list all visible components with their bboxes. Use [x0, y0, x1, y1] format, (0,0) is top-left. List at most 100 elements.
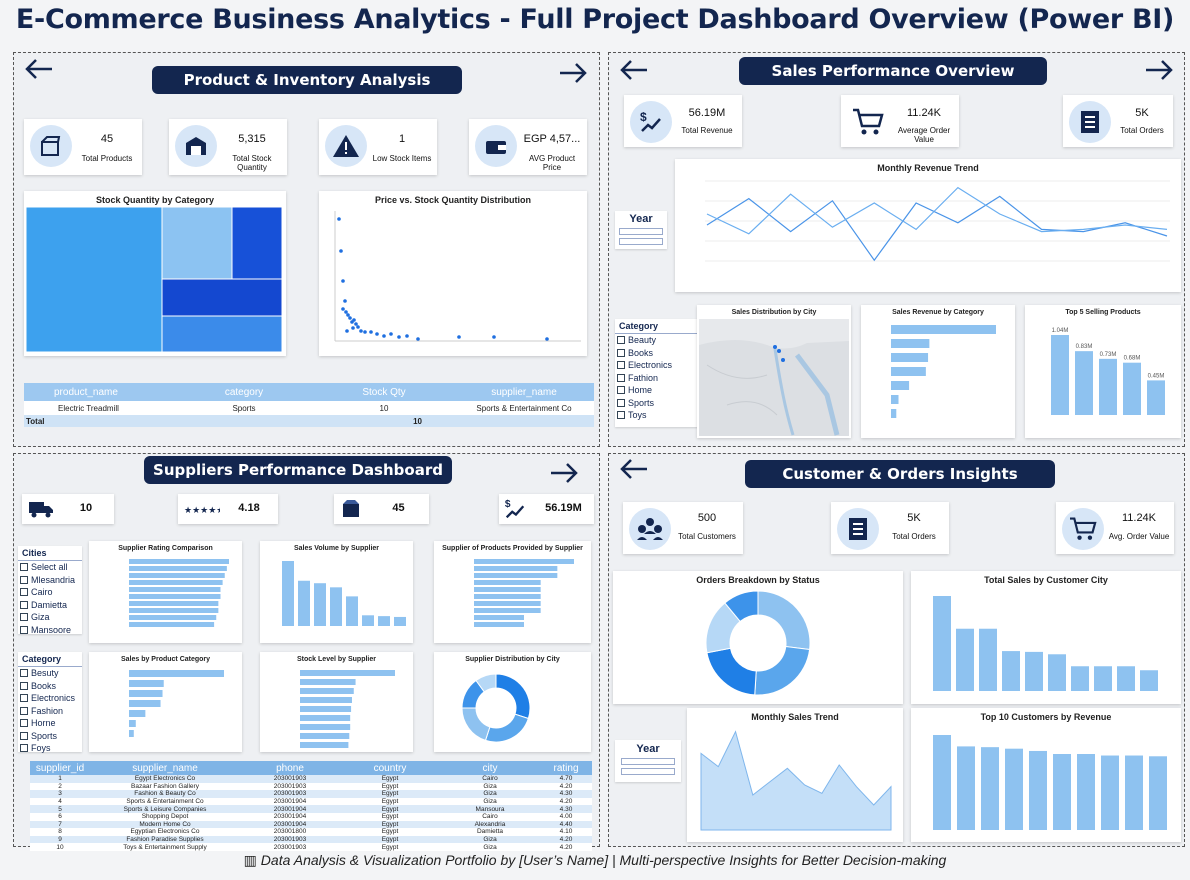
- city-option[interactable]: Mansoore: [18, 624, 82, 637]
- city-option[interactable]: Cairo: [18, 586, 82, 599]
- sales-by-category-chart[interactable]: Sales by Product Category: [89, 652, 242, 752]
- table-header[interactable]: country: [373, 762, 407, 774]
- checkbox[interactable]: [20, 625, 28, 634]
- arrow-right-icon[interactable]: [549, 461, 579, 485]
- monthly-sales-chart[interactable]: Monthly Sales Trend: [687, 708, 903, 842]
- products-by-supplier-chart[interactable]: Supplier of Products Provided by Supplie…: [434, 541, 591, 643]
- category-option[interactable]: Fathion: [615, 372, 700, 385]
- category-option[interactable]: Foys: [18, 742, 82, 755]
- arrow-left-icon[interactable]: [619, 58, 649, 82]
- city-option[interactable]: Damietta: [18, 599, 82, 612]
- table-row[interactable]: 9 Fashion Paradise Supplies 203001903 Egypt…: [30, 835, 592, 844]
- chart-title: Stock Quantity by Category: [95, 195, 215, 205]
- checkbox[interactable]: [617, 398, 625, 407]
- supplier-city-donut[interactable]: Supplier Distribution by City: [434, 652, 591, 752]
- table-row[interactable]: 10 Toys & Entertainment Supply 203001903 Eg…: [30, 843, 592, 851]
- checkbox[interactable]: [20, 600, 28, 609]
- category-option[interactable]: Sports: [615, 397, 700, 410]
- table-header[interactable]: supplier_id: [35, 762, 85, 774]
- kpi-label: Avg. Order Value: [1108, 532, 1170, 541]
- table-header[interactable]: Stock Qty: [362, 386, 406, 398]
- arrow-left-icon[interactable]: [619, 457, 649, 481]
- orders-icon: [1069, 101, 1111, 143]
- checkbox[interactable]: [617, 373, 625, 382]
- category-option[interactable]: Beauty: [615, 334, 700, 347]
- category-option[interactable]: Sports: [18, 730, 82, 743]
- treemap-chart[interactable]: Stock Quantity by Category: [24, 191, 286, 356]
- table-row[interactable]: 8 Egyptian Electronics Co 203001800 Egypt Da…: [30, 828, 592, 836]
- category-option[interactable]: Fashion: [18, 705, 82, 718]
- checkbox[interactable]: [20, 719, 28, 728]
- table-header[interactable]: city: [482, 762, 498, 774]
- customer-year-slicer[interactable]: Year: [615, 740, 681, 782]
- cities-slicer[interactable]: Cities Select all Mlesandria Cairo Damietta…: [18, 546, 82, 637]
- bar: [129, 720, 136, 727]
- scatter-point: [492, 335, 496, 339]
- sales-revenue-category-chart[interactable]: Sales Revenue by Category: [861, 305, 1015, 438]
- kpi-value: 4.18: [238, 502, 260, 514]
- arrow-right-icon[interactable]: [558, 61, 588, 85]
- top10-customers-chart[interactable]: Top 10 Customers by Revenue: [911, 708, 1181, 842]
- category-option[interactable]: Home: [615, 384, 700, 397]
- scatter-point: [405, 334, 409, 338]
- checkbox[interactable]: [20, 669, 28, 678]
- revenue-icon: $: [505, 499, 525, 519]
- table-row[interactable]: 7 Modern Home Co 203001904 Egypt Alexandria 4…: [30, 820, 592, 829]
- top5-products-chart[interactable]: Top 5 Selling Products 1.04M 0.83M 0.73M 0.…: [1025, 305, 1181, 438]
- category-option[interactable]: Toys: [615, 409, 700, 422]
- year-slicer[interactable]: Year: [615, 211, 667, 249]
- city-option[interactable]: Select all: [18, 561, 82, 574]
- category-option[interactable]: Besuty: [18, 667, 82, 680]
- city-option[interactable]: Giza: [18, 611, 82, 624]
- table-row[interactable]: 5 Sports & Leisure Companies 203001904 Egyp…: [30, 805, 592, 813]
- sales-map[interactable]: Sales Distribution by City: [697, 305, 851, 438]
- monthly-revenue-chart[interactable]: Monthly Revenue Trend: [675, 159, 1181, 292]
- table-header[interactable]: supplier_name: [132, 762, 198, 774]
- table-row[interactable]: 2 Bazaar Fashion Gallery 203001903 Egypt Giz…: [30, 782, 592, 791]
- table-cell: 4.10: [559, 828, 573, 836]
- supplier-category-slicer[interactable]: Category Besuty Books Electronics Fashion Ho…: [18, 652, 82, 755]
- checkbox[interactable]: [617, 411, 625, 420]
- checkbox[interactable]: [617, 348, 625, 357]
- category-slicer[interactable]: Category Beauty Books Electronics Fathion Ho…: [615, 319, 700, 427]
- table-row[interactable]: 3 Fashion & Beauty Co 203001903 Egypt Giza 4.…: [30, 790, 592, 798]
- checkbox[interactable]: [20, 563, 28, 572]
- table-cell: 4.30: [559, 805, 573, 813]
- cities-slicer-label: Cities: [18, 546, 82, 561]
- category-option[interactable]: Horne: [18, 717, 82, 730]
- scatter-chart[interactable]: Price vs. Stock Quantity Distribution: [319, 191, 587, 356]
- arrow-left-icon[interactable]: [24, 57, 54, 81]
- table-row[interactable]: 6 Shopping Depot 203001904 Egypt Cairo 4.00: [30, 812, 592, 821]
- checkbox[interactable]: [20, 731, 28, 740]
- checkbox[interactable]: [617, 336, 625, 345]
- category-option[interactable]: Electronics: [615, 359, 700, 372]
- supplier-rating-chart[interactable]: Supplier Rating Comparison: [89, 541, 242, 643]
- checkbox[interactable]: [20, 694, 28, 703]
- table-header[interactable]: phone: [276, 762, 304, 774]
- city-option[interactable]: Mlesandria: [18, 574, 82, 587]
- sales-volume-chart[interactable]: Sales Volume by Supplier: [260, 541, 413, 643]
- table-header[interactable]: rating: [553, 762, 579, 774]
- stock-level-chart[interactable]: Stock Level by Supplier: [260, 652, 413, 752]
- checkbox[interactable]: [20, 681, 28, 690]
- checkbox[interactable]: [20, 613, 28, 622]
- table-header[interactable]: product_name: [54, 386, 118, 398]
- category-option[interactable]: Books: [615, 347, 700, 360]
- orders-status-donut[interactable]: Orders Breakdown by Status: [613, 571, 903, 704]
- checkbox[interactable]: [20, 575, 28, 584]
- checkbox[interactable]: [617, 361, 625, 370]
- table-header[interactable]: category: [224, 386, 264, 398]
- category-option[interactable]: Electronics: [18, 692, 82, 705]
- chart-title: Monthly Revenue Trend: [877, 163, 979, 173]
- checkbox[interactable]: [20, 744, 28, 753]
- sales-by-city-chart[interactable]: Total Sales by Customer City: [911, 571, 1181, 704]
- arrow-right-icon[interactable]: [1144, 58, 1174, 82]
- checkbox[interactable]: [617, 386, 625, 395]
- table-header[interactable]: supplier_name: [491, 386, 557, 398]
- table-row[interactable]: 4 Sports & Entertainment Co 203001904 Egypt…: [30, 797, 592, 806]
- checkbox[interactable]: [20, 588, 28, 597]
- category-option[interactable]: Books: [18, 680, 82, 693]
- chart-title: Sales by Product Category: [120, 656, 211, 663]
- checkbox[interactable]: [20, 706, 28, 715]
- table-row[interactable]: 1 Egypt Electronics Co 203001903 Egypt Cairo…: [30, 775, 592, 783]
